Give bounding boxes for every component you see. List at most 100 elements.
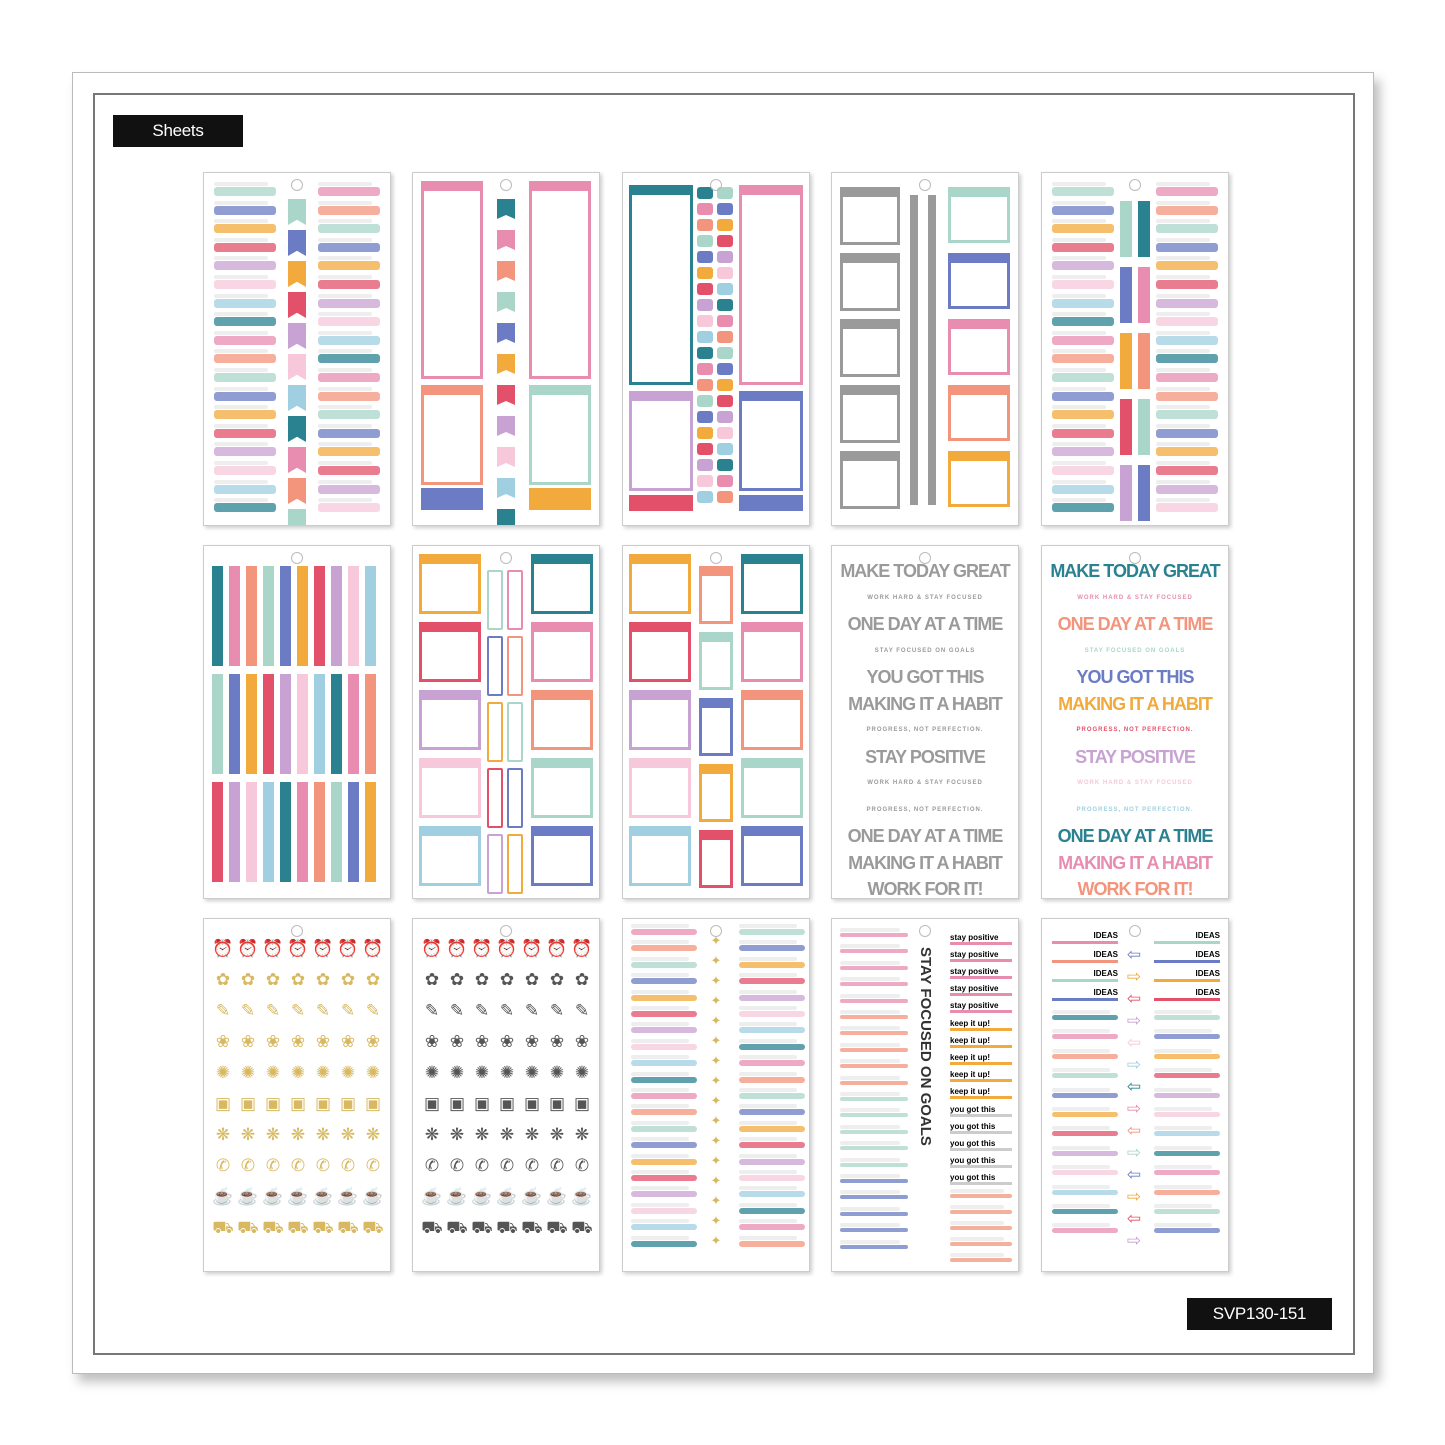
box-sticker-header [741, 690, 803, 700]
flag-sticker [497, 416, 515, 436]
flag-sticker [288, 416, 306, 442]
star-icon: ✦ [710, 1233, 722, 1248]
tab-sticker [697, 379, 713, 391]
label-sticker [1156, 373, 1218, 382]
tab-sticker [697, 251, 713, 263]
tab-sticker [697, 395, 713, 407]
box-sticker-header [531, 554, 593, 564]
label-sticker-header [1052, 200, 1106, 205]
box-sticker [531, 554, 593, 614]
icon-sticker: ✎ [340, 1001, 356, 1020]
label-sticker [1156, 410, 1218, 420]
label-sticker-header [1154, 1087, 1212, 1092]
word-sticker: stay positive [950, 950, 1012, 962]
phrase-sticker: ONE DAY AT A TIME [847, 826, 1004, 846]
tab-sticker [717, 491, 733, 503]
label-sticker-header [739, 1006, 797, 1010]
label-sticker-header [1154, 1165, 1212, 1170]
ideas-sticker: IDEAS [1154, 969, 1220, 982]
icon-sticker: ❋ [240, 1125, 256, 1144]
icon-sticker: ✺ [449, 1063, 465, 1082]
label-sticker [631, 1125, 697, 1132]
label-sticker [840, 1228, 908, 1233]
icon-sticker: ❋ [524, 1125, 540, 1144]
icon-sticker: ⏰ [496, 939, 518, 958]
label-sticker [1156, 224, 1218, 234]
label-sticker-header [1052, 1145, 1110, 1150]
tab-sticker [697, 459, 713, 471]
label-sticker-header [318, 256, 372, 261]
label-sticker [1052, 1015, 1118, 1020]
label-sticker-header [1052, 1010, 1110, 1014]
box-sticker-header [741, 554, 803, 564]
label-sticker-header [214, 405, 268, 410]
label-sticker-header [1052, 479, 1106, 484]
label-sticker [1052, 335, 1114, 345]
label-sticker-header [1156, 200, 1210, 205]
label-sticker [631, 1011, 697, 1017]
sticker-sheet: ⏰ ⏰ ⏰ ⏰ ⏰ ⏰ ⏰ ✿ ✿ ✿ ✿ ✿ ✿ ✿ ✎ ✎ ✎ ✎ ✎ ✎ ✎ ❀ ❀ ❀ ❀ ❀ ❀ ❀ ✺ ✺ ✺ ✺ ✺ ✺ ✺ ▣ ▣ ▣ ▣ ▣… [203, 918, 391, 1272]
label-sticker [1052, 1131, 1118, 1137]
label-sticker [840, 949, 908, 954]
label-sticker [1052, 466, 1114, 475]
label-sticker [214, 335, 276, 345]
label-sticker-header [739, 1186, 797, 1191]
label-sticker-header [631, 989, 689, 994]
label-sticker-header [318, 423, 372, 428]
tab-sticker [697, 427, 713, 439]
tab-sticker [697, 475, 713, 487]
icon-sticker: ✎ [449, 1001, 465, 1020]
strip-sticker [348, 782, 359, 882]
label-sticker [739, 1125, 805, 1132]
tab-sticker [717, 443, 733, 455]
label-sticker [1052, 410, 1114, 420]
label-sticker [318, 317, 380, 327]
label-sticker [318, 354, 380, 364]
box-sticker-header [739, 391, 803, 401]
arrow-icon: ⇦ [1126, 1165, 1142, 1184]
icon-sticker: ▣ [339, 1094, 357, 1113]
label-sticker-header [739, 1202, 797, 1207]
icon-sticker: ▣ [523, 1094, 541, 1113]
label-sticker-header [318, 312, 372, 317]
label-sticker [739, 929, 805, 935]
label-sticker [318, 484, 380, 494]
tab-sticker [697, 267, 713, 279]
box-sticker-header [699, 698, 733, 708]
strip-sticker [246, 674, 257, 774]
icon-sticker: ☕ [496, 1187, 518, 1206]
label-sticker-header [214, 423, 268, 428]
icon-sticker: ✎ [424, 1001, 440, 1020]
label-sticker [1154, 1228, 1220, 1234]
label-sticker-header [318, 349, 372, 354]
star-icon: ✦ [710, 1193, 722, 1208]
label-sticker-header [1154, 1204, 1212, 1208]
tab-sticker [1120, 267, 1132, 323]
label-sticker-header [739, 1088, 797, 1092]
label-sticker [1154, 1189, 1220, 1195]
icon-sticker: ⛟ [237, 1218, 259, 1237]
label-sticker-header [1156, 237, 1210, 242]
label-sticker-header [1052, 1165, 1110, 1170]
sticker-sheet: stay positive stay positive stay positive s… [831, 918, 1019, 1272]
sticker-sheet [412, 172, 600, 526]
label-sticker-header [840, 977, 900, 982]
hang-hole [1129, 179, 1141, 191]
icon-sticker: ❋ [265, 1125, 281, 1144]
tab-sticker [717, 395, 733, 407]
tab-sticker [717, 267, 733, 279]
tab-sticker [487, 702, 503, 762]
label-sticker [1052, 242, 1114, 252]
label-sticker-header [950, 1237, 1004, 1241]
icon-sticker: ⏰ [237, 939, 259, 958]
label-sticker-header [631, 1120, 689, 1125]
flag-sticker [497, 199, 515, 219]
label-sticker [214, 428, 276, 438]
label-sticker [840, 1113, 908, 1118]
label-sticker [739, 994, 805, 1001]
icon-sticker: ✿ [340, 970, 356, 989]
strip-sticker [297, 782, 308, 882]
box-sticker-header [741, 758, 803, 768]
label-sticker [214, 280, 276, 289]
label-sticker [214, 298, 276, 308]
